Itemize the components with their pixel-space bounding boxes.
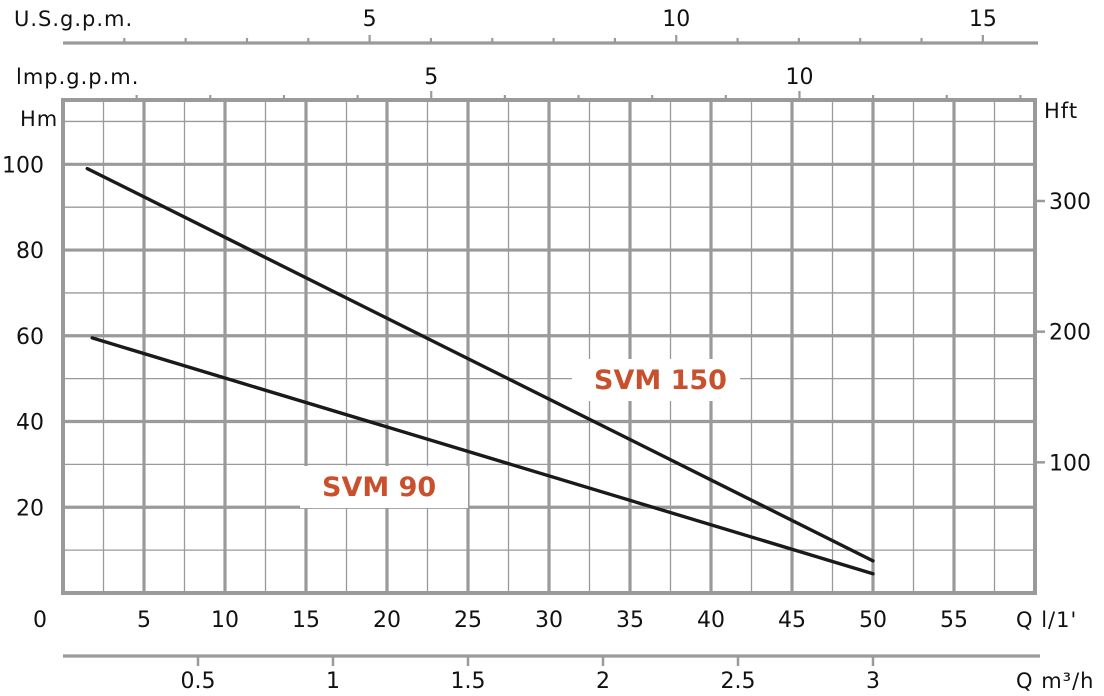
y-axis-label: Hm — [20, 107, 58, 131]
y-tick-label: 20 — [16, 496, 44, 521]
y-tick-label: 60 — [16, 325, 44, 350]
right-axis-label: Hft — [1044, 99, 1078, 123]
right-tick-label: 100 — [1049, 451, 1091, 476]
series-label-bg — [300, 466, 468, 508]
x-tick-label: 10 — [211, 608, 239, 633]
series-labels: SVM 150 SVM 90 — [300, 359, 740, 508]
top-imp-tick-label: 10 — [785, 65, 813, 90]
x-tick-label: 5 — [137, 608, 151, 633]
series-lines — [85, 166, 875, 576]
plot-frame — [61, 98, 1037, 595]
top-imp-axis-label: lmp.g.p.m. — [16, 65, 139, 89]
y-tick-label: 100 — [2, 153, 44, 178]
right-tick-label: 300 — [1049, 190, 1091, 215]
x-tick-label: 25 — [454, 608, 482, 633]
x-tick-label: 30 — [535, 608, 563, 633]
top-imp-gpm-axis: 5 10 — [135, 65, 1022, 100]
bottom-m3-tick-label: 3 — [866, 669, 880, 694]
x-tick-label: 35 — [616, 608, 644, 633]
series-line-2 — [90, 336, 875, 576]
right-axis-ticks: 100 200 300 — [1035, 190, 1091, 476]
series-label-bg — [572, 359, 740, 401]
top-imp-tick-label: 5 — [424, 65, 438, 90]
bottom-m3-tick-label: 2 — [596, 669, 610, 694]
right-tick-label: 200 — [1049, 321, 1091, 346]
y-axis-ticks: 20 40 60 80 100 — [2, 153, 44, 521]
grid-major — [63, 100, 1035, 593]
x-tick-label: 15 — [292, 608, 320, 633]
top-us-axis-label: U.S.g.p.m. — [14, 7, 133, 31]
y-tick-label: 80 — [16, 239, 44, 264]
x-tick-label: 45 — [778, 608, 806, 633]
top-us-gpm-axis: 5 10 15 — [63, 7, 1038, 45]
bottom-m3-tick-label: 1 — [326, 669, 340, 694]
x-tick-label: 20 — [373, 608, 401, 633]
top-us-tick-label: 15 — [969, 7, 997, 32]
x-tick-label: 50 — [859, 608, 887, 633]
series-label-1: SVM 150 — [594, 365, 727, 396]
bottom-m3-tick-label: 1.5 — [451, 669, 486, 694]
bottom-m3-tick-label: 2.5 — [721, 669, 756, 694]
bottom-m3h-axis: 0.5 1 1.5 2 2.5 3 — [63, 654, 1040, 694]
x-tick-label: 0 — [33, 608, 47, 633]
y-tick-label: 40 — [16, 411, 44, 436]
x-axis-label: Q l/1' — [1016, 608, 1077, 632]
bottom-m3-tick-label: 0.5 — [181, 669, 216, 694]
x-tick-label: 40 — [697, 608, 725, 633]
x-axis-ticks: 0 5 10 15 20 25 30 35 40 45 50 55 — [33, 608, 968, 633]
series-label-2: SVM 90 — [322, 472, 436, 503]
series-line-1 — [85, 166, 875, 563]
top-us-tick-label: 10 — [662, 7, 690, 32]
top-us-tick-label: 5 — [363, 7, 377, 32]
bottom-m3-axis-label: Q m³/h — [1016, 669, 1094, 693]
x-tick-label: 55 — [940, 608, 968, 633]
